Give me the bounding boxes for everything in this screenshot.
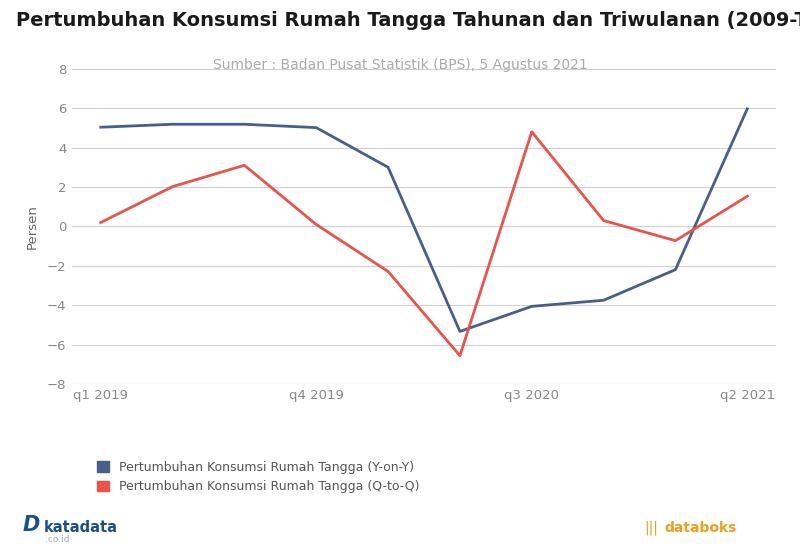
- Y-axis label: Persen: Persen: [26, 204, 38, 249]
- Text: katadata: katadata: [44, 520, 118, 535]
- Text: Pertumbuhan Konsumsi Rumah Tangga Tahunan dan Triwulanan (2009-TW II-2021): Pertumbuhan Konsumsi Rumah Tangga Tahuna…: [16, 11, 800, 30]
- Text: databoks: databoks: [664, 521, 736, 535]
- Text: D: D: [22, 516, 40, 535]
- Text: .co.id: .co.id: [45, 535, 70, 544]
- Text: Sumber : Badan Pusat Statistik (BPS), 5 Agustus 2021: Sumber : Badan Pusat Statistik (BPS), 5 …: [213, 58, 587, 72]
- Text: |||: |||: [644, 521, 658, 535]
- Legend: Pertumbuhan Konsumsi Rumah Tangga (Y-on-Y), Pertumbuhan Konsumsi Rumah Tangga (Q: Pertumbuhan Konsumsi Rumah Tangga (Y-on-…: [92, 456, 424, 498]
